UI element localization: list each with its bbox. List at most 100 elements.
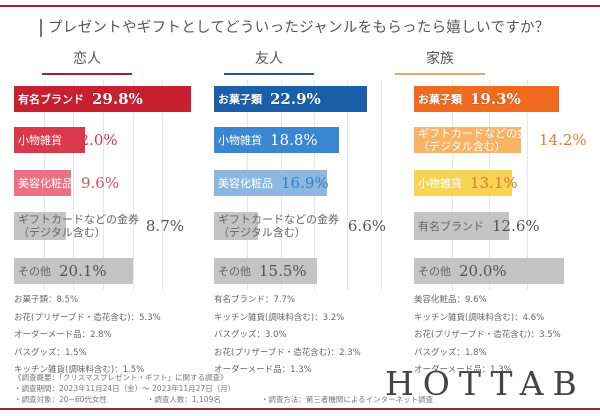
page-title: プレゼントやギフトとしてどういったジャンルをもらったら嬉しいですか？ xyxy=(40,19,550,37)
notes-method: ・調査方法：第三者機関によるインターネット調査 xyxy=(260,395,434,404)
bar-label: ギフトカードなどの金券 （デジタル含む） xyxy=(218,213,339,239)
notes-count: ・調査人数：1,109名 xyxy=(146,395,221,404)
survey-notes: 《調査概要：「クリスマスプレゼント・ギフト」に関する調査》 ・調査期間：2023… xyxy=(14,372,473,405)
other-answer-item: オーダーメード品：1.3% xyxy=(414,365,512,375)
bar-row: その他 20.0% xyxy=(414,258,564,284)
value-label: 12.6% xyxy=(492,217,540,235)
other-answer-item: キッチン雑貨(調味料含む)：1.5% xyxy=(14,365,145,375)
bar-label: お菓子類 xyxy=(418,92,462,106)
value-label: 22.9% xyxy=(270,90,321,108)
value-label: 8.7% xyxy=(145,217,184,235)
other-answer-item: キッチン雑貨(調味料含む)：4.6% xyxy=(414,312,545,323)
other-answer-item: 美容化粧品：9.6% xyxy=(414,295,487,305)
other-answer-item: オーダーメード品：2.8% xyxy=(14,330,112,340)
hottab-logo: HOTTAB xyxy=(385,364,586,403)
other-answer-item: オーダーメード品：1.3% xyxy=(214,365,312,375)
other-answer-item: お菓子類：8.5% xyxy=(14,295,79,305)
value-label: 15.5% xyxy=(259,262,307,280)
bar-panel: 有名ブランド 29.8% 小物雑貨 12.0% 美容化粧品 9.6% ギフトカードなどの金券… xyxy=(14,80,192,290)
other-answer-item: バスグッズ：3.0% xyxy=(214,330,287,340)
bar-panel: お菓子類 19.3% ギフトカードなどの金券 （デジタル含む） 14.2% 小物雑貨 13.… xyxy=(414,80,587,290)
bar xyxy=(14,258,134,284)
bar-row: その他 15.5% xyxy=(214,258,394,284)
notes-target: ・調査対象：20~60代女性 xyxy=(14,395,107,404)
bar-row: 美容化粧品 9.6% xyxy=(14,170,192,196)
value-label: 9.6% xyxy=(81,174,120,192)
bar-row: お菓子類 19.3% xyxy=(414,86,564,112)
gridline xyxy=(162,80,164,290)
other-answer-item: お花(プリザーブド・造花含む)：5.3% xyxy=(14,312,161,323)
bar-row: ギフトカードなどの金券 （デジタル含む） 8.7% xyxy=(14,212,192,240)
other-answer-item: キッチン雑貨(調味料含む)：3.2% xyxy=(214,312,345,323)
bar-label: 小物雑貨 xyxy=(18,133,62,147)
bar-label: 美容化粧品 xyxy=(218,176,273,190)
bar xyxy=(214,86,367,112)
bar-label: その他 xyxy=(18,264,51,278)
bar-row: 美容化粧品 16.9% xyxy=(214,170,394,196)
bar xyxy=(414,258,564,284)
bar xyxy=(214,170,327,196)
bar-label: ギフトカードなどの金券 （デジタル含む） xyxy=(418,127,539,153)
bar-label: 有名ブランド xyxy=(418,219,484,233)
bar xyxy=(14,170,71,196)
other-answer-item: バスグッズ：1.5% xyxy=(14,347,87,358)
notes-line2: ・調査期間：2023年11月24日（金）～ 2023年11月27日（月） xyxy=(14,384,236,393)
bar-panel: お菓子類 22.9% 小物雑貨 18.8% 美容化粧品 16.9% ギフトカードなどの金券（… xyxy=(214,80,394,290)
bar xyxy=(14,212,66,240)
value-label: 14.2% xyxy=(539,131,587,149)
bar-row: ギフトカードなどの金券 （デジタル含む） 6.6% xyxy=(214,212,394,240)
column-title: 恋人 xyxy=(42,48,132,75)
gridline xyxy=(73,80,75,290)
bar xyxy=(14,86,191,112)
bar-row: 小物雑貨 12.0% xyxy=(14,127,192,153)
value-label: 13.1% xyxy=(470,174,518,192)
other-answer-item: バスグッズ：1.8% xyxy=(414,347,487,358)
value-label: 16.9% xyxy=(281,174,329,192)
bar-row: 小物雑貨 18.8% xyxy=(214,127,394,153)
bar xyxy=(414,170,513,196)
notes-line1: 《調査概要：「クリスマスプレゼント・ギフト」に関する調査》 xyxy=(14,373,228,382)
bar-row: 有名ブランド 29.8% xyxy=(14,86,192,112)
other-answers: 有名ブランド：7.7% キッチン雑貨(調味料含む)：3.2% バスグッズ：3.0% お… xyxy=(214,292,361,380)
other-answer-item: お花(プリザーブド・造花含む)：2.3% xyxy=(214,347,361,358)
gridline xyxy=(380,80,382,290)
bar-row: お菓子類 22.9% xyxy=(214,86,394,112)
bar xyxy=(414,127,521,153)
gridline xyxy=(526,80,528,290)
value-label: 19.3% xyxy=(470,90,521,108)
bar-label: その他 xyxy=(218,264,251,278)
bar-row: その他 20.1% xyxy=(14,258,192,284)
bar-label: 有名ブランド xyxy=(18,92,84,106)
column-title: 友人 xyxy=(224,48,314,75)
other-answers: お菓子類：8.5% お花(プリザーブド・造花含む)：5.3% オーダーメード品：2.… xyxy=(14,292,161,380)
value-label: 6.6% xyxy=(347,217,386,235)
bottom-rule xyxy=(0,408,600,410)
top-rule xyxy=(0,5,600,7)
value-label: 18.8% xyxy=(270,131,318,149)
bar-label: 小物雑貨 xyxy=(218,133,262,147)
bar xyxy=(414,212,509,240)
bar-label: お菓子類 xyxy=(218,92,262,106)
gridline xyxy=(103,80,104,290)
other-answer-item: お花(プリザーブド・造花含む)：3.5% xyxy=(414,330,561,340)
value-label: 12.0% xyxy=(70,131,118,149)
value-label: 20.0% xyxy=(459,262,507,280)
value-label: 20.1% xyxy=(59,262,107,280)
bar-label: その他 xyxy=(418,264,451,278)
bar xyxy=(414,86,559,112)
bar xyxy=(14,127,86,153)
bar xyxy=(214,258,318,284)
value-label: 29.8% xyxy=(92,90,143,108)
bar-row: 有名ブランド 12.6% xyxy=(414,212,564,240)
bar-row: ギフトカードなどの金券 （デジタル含む） 14.2% xyxy=(414,127,587,153)
other-answer-item: 有名ブランド：7.7% xyxy=(214,295,296,305)
bar-label: 美容化粧品 xyxy=(18,176,73,190)
column-title: 家族 xyxy=(395,48,485,75)
bar xyxy=(214,212,258,240)
bar xyxy=(214,127,340,153)
bar-label: ギフトカードなどの金券 （デジタル含む） xyxy=(18,213,139,239)
gridline xyxy=(132,80,134,290)
gridline xyxy=(347,80,349,290)
bar-row: 小物雑貨 13.1% xyxy=(414,170,564,196)
other-answers: 美容化粧品：9.6% キッチン雑貨(調味料含む)：4.6% お花(プリザーブド・造花… xyxy=(414,292,561,380)
